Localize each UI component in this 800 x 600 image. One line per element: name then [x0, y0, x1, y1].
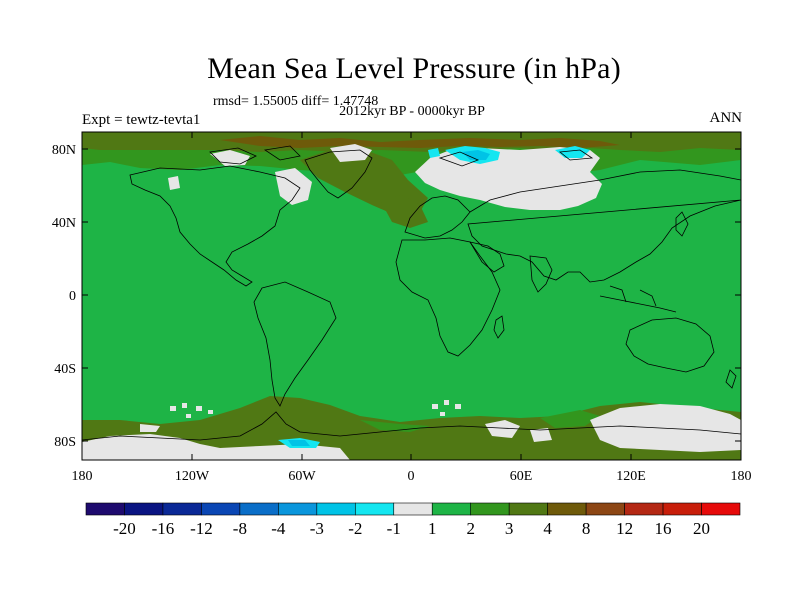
colorbar-label: 8 — [582, 519, 591, 538]
arctic-brown-region — [220, 136, 620, 148]
colorbar-label: -3 — [310, 519, 324, 538]
colorbar-label: -8 — [233, 519, 247, 538]
north-america-white-region — [275, 168, 312, 205]
barents-cyan-patch — [462, 150, 490, 160]
arctic-islands-coast — [209, 145, 594, 167]
lat-label-40s: 40S — [54, 362, 76, 377]
colorbar-swatch — [85, 502, 125, 516]
canada-white-patches — [168, 144, 372, 190]
colorbar-label: 3 — [505, 519, 514, 538]
lat-ticks — [82, 148, 741, 442]
japan-coast — [675, 211, 689, 237]
colorbar-swatch — [278, 502, 318, 516]
lon-label-120e: 120E — [616, 469, 646, 484]
lat-label-0: 0 — [69, 289, 76, 304]
colorbar-label: -1 — [387, 519, 401, 538]
colorbar: -20 -16 -12 -8 -4 -3 -2 -1 1 2 3 4 8 12 16 20 — [85, 502, 741, 538]
colorbar-swatch — [316, 502, 356, 516]
australia-coast — [625, 317, 715, 373]
colorbar-label: -4 — [271, 519, 286, 538]
lon-label-180w: 180 — [72, 469, 93, 484]
colorbar-swatch — [662, 502, 702, 516]
colorbar-swatch — [431, 502, 472, 516]
colorbar-label: -2 — [348, 519, 362, 538]
colorbar-swatch — [508, 502, 548, 516]
colorbar-label: 20 — [693, 519, 710, 538]
lon-label-0: 0 — [408, 469, 415, 484]
antarctica-coast — [82, 411, 741, 441]
lon-ticks — [191, 132, 632, 460]
eurasia-white-region — [415, 147, 602, 210]
lat-label-80n: 80N — [52, 143, 76, 158]
atlantic-olive-region — [380, 195, 428, 228]
new-zealand-coast — [725, 369, 737, 389]
india-coast — [529, 255, 553, 293]
north-america-coast — [129, 165, 301, 287]
colorbar-swatch — [585, 502, 625, 516]
lon-label-60w: 60W — [288, 469, 316, 484]
colorbar-label: -20 — [113, 519, 136, 538]
stats-label: rmsd= 1.55005 diff= 1.47748 — [213, 94, 379, 109]
greenland-sea-blue-patch — [428, 148, 440, 158]
colorbar-swatch — [547, 502, 587, 516]
arabia-coast — [469, 241, 505, 273]
colorbar-swatch — [393, 502, 433, 516]
colorbar-label: 1 — [428, 519, 437, 538]
lon-label-180e: 180 — [731, 469, 752, 484]
colorbar-swatch — [162, 502, 202, 516]
indonesia-coast — [599, 285, 677, 313]
colorbar-swatch — [124, 502, 164, 516]
colorbar-swatch — [470, 502, 510, 516]
greenland-coast — [304, 149, 373, 199]
plot-title: Mean Sea Level Pressure (in hPa) — [207, 52, 621, 85]
season-label: ANN — [709, 110, 743, 126]
asia-coast — [467, 169, 741, 283]
colorbar-label: -16 — [152, 519, 175, 538]
colorbar-label: 16 — [655, 519, 672, 538]
colorbar-label: 2 — [466, 519, 475, 538]
antarctic-white-region — [82, 434, 350, 460]
period-label: 2012kyr BP - 0000kyr BP — [339, 104, 485, 119]
madagascar-coast — [493, 315, 505, 339]
colorbar-label: 12 — [616, 519, 633, 538]
colorbar-swatch — [201, 502, 241, 516]
pressure-field — [82, 132, 741, 460]
lat-label-40n: 40N — [52, 216, 76, 231]
lon-label-60e: 60E — [510, 469, 533, 484]
colorbar-swatch — [624, 502, 664, 516]
colorbar-swatch — [354, 502, 395, 516]
south-america-coast — [253, 281, 337, 407]
lat-label-80s: 80S — [54, 435, 76, 450]
experiment-label: Expt = tewtz-tevta1 — [82, 112, 201, 128]
colorbar-swatch — [239, 502, 279, 516]
colorbar-swatch — [701, 502, 741, 516]
colorbar-label: 4 — [543, 519, 552, 538]
ross-sea-cyan-patch — [288, 440, 310, 446]
antarctic-white-specks — [170, 400, 461, 418]
coastlines — [82, 145, 741, 441]
colorbar-label: -12 — [190, 519, 213, 538]
lon-label-120w: 120W — [175, 469, 210, 484]
europe-coast — [404, 195, 471, 239]
antarctic-dark-green-patches — [360, 410, 600, 432]
